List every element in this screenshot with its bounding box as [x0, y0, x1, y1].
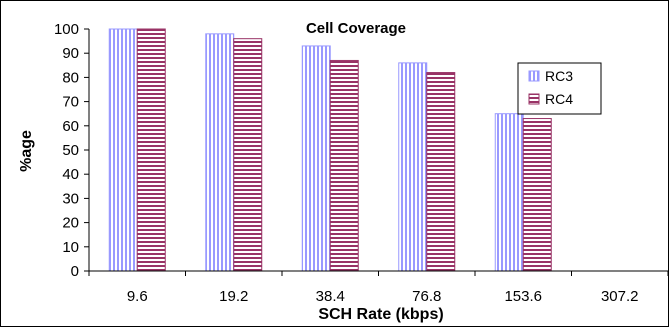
bar-rc4-153_6	[522, 118, 552, 272]
bar-rc3-19_2	[205, 33, 235, 272]
bar-rc3-76_8	[398, 62, 428, 272]
bar-rc4-19_2	[233, 38, 263, 272]
x-ticks-group: 9.6 19.2 38.4 76.8 153.6 307.2	[88, 271, 669, 305]
y-tick-label: 90	[62, 45, 79, 62]
legend-swatch-rc3	[528, 70, 540, 82]
y-tick-label: 100	[54, 21, 79, 38]
x-axis-label: SCH Rate (kbps)	[318, 306, 443, 323]
y-tick-label: 50	[62, 142, 79, 159]
y-ticks-group: 0 10 20 30 40 50 60 70 80 90 100	[54, 21, 89, 280]
bar-rc4-9_6	[136, 28, 166, 272]
y-tick-label: 30	[62, 190, 79, 207]
y-axis-label: %age	[18, 130, 35, 172]
x-tick-label: 38.4	[316, 288, 345, 305]
cell-coverage-chart: Cell Coverage %age SCH Rate (kbps) 0 10 20…	[18, 20, 669, 323]
y-tick-label: 60	[62, 118, 79, 135]
bars-group	[108, 28, 552, 272]
bar-rc3-38_4	[301, 45, 331, 272]
y-tick-label: 70	[62, 94, 79, 111]
legend-label-rc4: RC4	[545, 91, 573, 107]
legend-swatch-rc4	[528, 93, 540, 105]
chart-title: Cell Coverage	[306, 20, 406, 37]
y-tick-label: 10	[62, 239, 79, 256]
y-tick-label: 0	[71, 263, 79, 280]
x-tick-label: 153.6	[504, 288, 542, 305]
bar-rc3-9_6	[108, 28, 138, 272]
y-tick-label: 20	[62, 215, 79, 232]
legend-label-rc3: RC3	[545, 68, 573, 84]
bar-rc3-153_6	[494, 113, 524, 272]
y-tick-label: 80	[62, 69, 79, 86]
x-tick-label: 307.2	[601, 288, 639, 305]
y-tick-label: 40	[62, 166, 79, 183]
bar-rc4-76_8	[426, 72, 456, 272]
x-tick-label: 76.8	[412, 288, 441, 305]
bar-rc4-38_4	[329, 59, 359, 272]
x-tick-label: 19.2	[219, 288, 248, 305]
x-tick-label: 9.6	[127, 288, 148, 305]
